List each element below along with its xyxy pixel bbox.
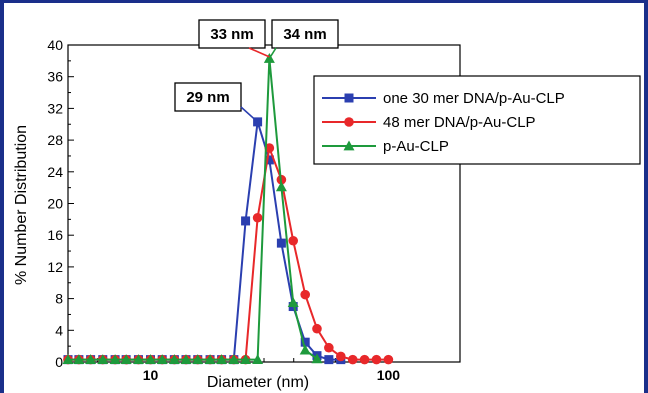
data-point-circle xyxy=(344,117,354,127)
legend-item: 48 mer DNA/p-Au-CLP xyxy=(322,114,536,131)
legend-item: p-Au-CLP xyxy=(322,138,449,155)
data-point-triangle xyxy=(228,354,240,365)
annotation-frame xyxy=(271,19,339,49)
annotation-arrow xyxy=(268,47,277,59)
data-point-triangle xyxy=(85,354,97,365)
data-point-square xyxy=(344,93,354,103)
legend: one 30 mer DNA/p-Au-CLP 48 mer DNA/p-Au-C… xyxy=(313,75,641,165)
legend-label: 48 mer DNA/p-Au-CLP xyxy=(383,114,536,131)
y-tick-label: 0 xyxy=(55,354,63,370)
annotation-arrow xyxy=(248,47,270,58)
y-tick-label: 40 xyxy=(47,37,63,53)
data-point-triangle xyxy=(343,140,355,151)
y-tick-label: 12 xyxy=(47,259,63,275)
annotation-label: 33 nm xyxy=(210,26,253,43)
data-point-triangle xyxy=(252,354,264,365)
data-point-triangle xyxy=(216,354,228,365)
data-point-square xyxy=(324,355,334,365)
series-line xyxy=(68,144,389,361)
data-point-triangle xyxy=(109,354,121,365)
annotation-frame xyxy=(198,19,266,49)
data-point-triangle xyxy=(62,354,74,365)
series-layer xyxy=(62,52,394,365)
y-tick-label: 4 xyxy=(55,322,63,338)
annotation-arrow xyxy=(240,106,259,123)
data-point-circle xyxy=(371,354,382,365)
data-point-triangle xyxy=(120,354,132,365)
y-tick-label: 28 xyxy=(47,132,63,148)
series-square xyxy=(63,117,346,365)
series-circle xyxy=(63,143,394,365)
annotation-box: 29 nm xyxy=(174,82,259,123)
data-point-circle xyxy=(347,354,358,365)
annotation-label: 34 nm xyxy=(283,26,326,43)
data-point-circle xyxy=(252,212,263,223)
data-point-square xyxy=(264,155,274,165)
x-tick-label: 100 xyxy=(377,367,401,383)
data-point-triangle xyxy=(287,297,299,307)
data-point-square xyxy=(276,238,286,248)
y-tick-label: 32 xyxy=(47,100,63,116)
y-tick-label: 36 xyxy=(47,69,63,85)
data-point-triangle xyxy=(180,354,192,365)
data-point-circle xyxy=(383,354,394,365)
data-point-triangle xyxy=(97,354,109,365)
data-point-triangle xyxy=(132,354,144,365)
y-tick-label: 24 xyxy=(47,164,63,180)
x-axis-title: Diameter (nm) xyxy=(207,374,309,391)
data-point-triangle xyxy=(275,181,287,192)
annotation-box: 33 nm xyxy=(198,19,270,58)
data-point-triangle xyxy=(144,354,156,365)
legend-label: p-Au-CLP xyxy=(383,138,449,155)
axes: 0 4 8 12 16 20 24 28 32 36 40 10 100 xyxy=(47,37,461,383)
series-line xyxy=(68,58,318,361)
data-point-triangle xyxy=(73,354,85,365)
data-point-circle xyxy=(336,351,346,362)
data-point-circle xyxy=(312,323,322,334)
data-point-triangle xyxy=(240,354,252,365)
series-triangle xyxy=(62,52,323,365)
data-point-circle xyxy=(324,342,334,353)
data-point-circle xyxy=(300,289,310,300)
y-axis-title: % Number Distribution xyxy=(13,125,30,285)
y-tick-label: 8 xyxy=(55,291,63,307)
data-point-square xyxy=(241,216,251,226)
series-line xyxy=(68,121,341,361)
y-tick-label: 16 xyxy=(47,227,63,243)
data-point-triangle xyxy=(311,353,323,364)
annotations: 29 nm 33 nm 34 nm xyxy=(174,19,339,123)
data-point-square xyxy=(300,337,310,347)
data-point-circle xyxy=(359,354,370,365)
legend-label: one 30 mer DNA/p-Au-CLP xyxy=(383,90,565,107)
data-point-circle xyxy=(288,235,299,246)
annotation-label: 29 nm xyxy=(186,89,229,106)
y-tick-label: 20 xyxy=(47,196,63,212)
data-point-triangle xyxy=(192,354,204,365)
data-point-triangle xyxy=(168,354,180,365)
data-point-triangle xyxy=(156,354,168,365)
legend-item: one 30 mer DNA/p-Au-CLP xyxy=(322,90,565,107)
annotation-box: 34 nm xyxy=(268,19,339,59)
data-point-triangle xyxy=(204,354,216,365)
x-tick-label: 10 xyxy=(143,367,159,383)
legend-box xyxy=(313,75,641,165)
data-point-circle xyxy=(264,143,275,153)
annotation-frame xyxy=(174,82,242,112)
data-point-triangle xyxy=(299,344,311,355)
